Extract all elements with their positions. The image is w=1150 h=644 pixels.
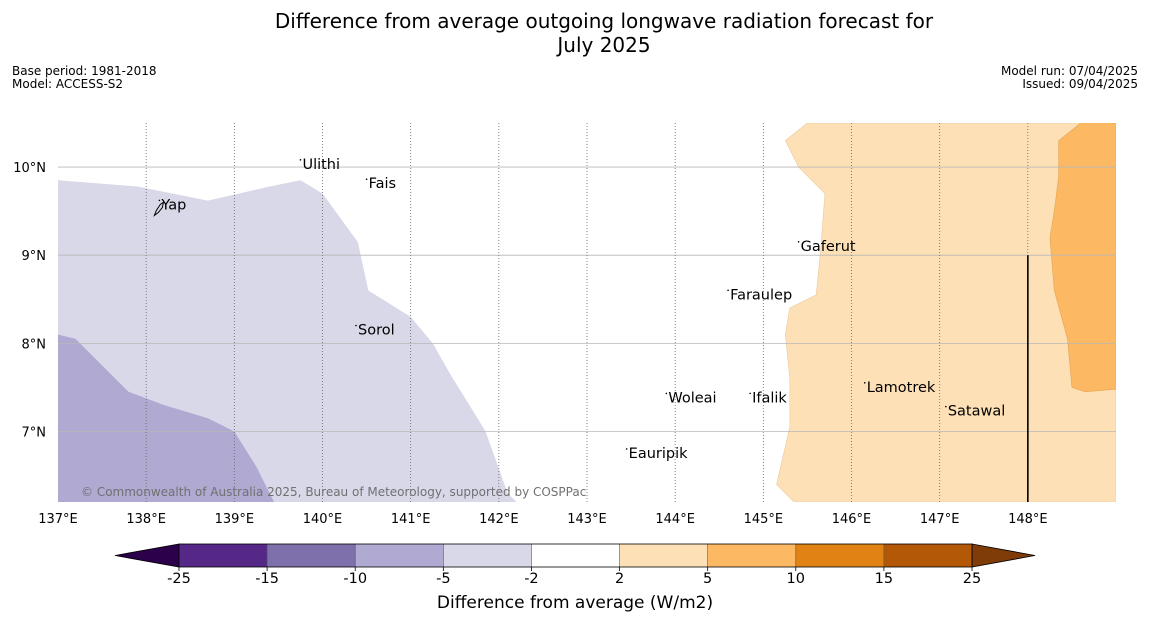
place-label: Lamotrek (867, 380, 936, 396)
colorbar-tick-label: 10 (787, 571, 805, 587)
colorbar-tick-label: 25 (963, 571, 981, 587)
anomaly-region-3 (776, 123, 1116, 502)
place-marker (665, 392, 668, 395)
meta-left: Base period: 1981-2018 Model: ACCESS-S2 (12, 65, 157, 91)
colorbar-extend-low (114, 543, 180, 568)
colorbar-tick-label: 15 (875, 571, 893, 587)
place-marker (625, 448, 628, 450)
place-marker (299, 159, 302, 161)
colorbar-label: Difference from average (W/m2) (436, 593, 714, 613)
colorbar-swatch (619, 544, 708, 567)
chart-title: Difference from average outgoing longwav… (0, 9, 1150, 57)
colorbar-swatch (355, 544, 444, 567)
title-line-2: July 2025 (557, 33, 651, 57)
title-line-1: Difference from average outgoing longwav… (274, 9, 934, 33)
place-label: Sorol (358, 323, 395, 339)
lon-tick-label: 144°E (655, 512, 695, 527)
lon-tick-label: 145°E (744, 512, 784, 527)
base-period: Base period: 1981-2018 (12, 64, 157, 78)
lon-tick-label: 141°E (391, 512, 431, 527)
colorbar-extend-high (971, 543, 1036, 568)
place-marker (797, 241, 800, 243)
lon-tick-label: 146°E (832, 512, 872, 527)
anomaly-region-2 (58, 334, 274, 502)
colorbar-tick-label: 5 (703, 571, 712, 587)
place-label: Yap (160, 197, 186, 213)
place-label: Satawal (948, 404, 1005, 420)
place-label: Gaferut (801, 239, 856, 255)
model-run: Model run: 07/04/2025 (1000, 64, 1138, 78)
meta-right: Model run: 07/04/2025 Issued: 09/04/2025 (1001, 65, 1138, 91)
colorbar-tick-label: -15 (255, 571, 279, 587)
place-label: Ulithi (302, 157, 340, 173)
colorbar-tick-label: -5 (436, 571, 450, 587)
lat-tick-label: 10°N (13, 161, 46, 176)
lon-tick-label: 137°E (38, 512, 78, 527)
place-label: Fais (369, 176, 396, 192)
place-marker (749, 392, 751, 395)
copyright-text: © Commonwealth of Australia 2025, Bureau… (81, 485, 586, 499)
lon-tick-label: 148°E (1008, 512, 1048, 527)
lat-tick-label: 7°N (22, 425, 47, 440)
colorbar-swatch (883, 544, 972, 567)
colorbar-tick-label: -10 (343, 571, 367, 587)
place-marker (945, 405, 947, 408)
lon-tick-label: 143°E (567, 512, 607, 527)
lon-tick-label: 139°E (215, 512, 255, 527)
lat-tick-label: 8°N (22, 337, 47, 352)
colorbar-swatch (443, 544, 532, 567)
place-label: Eauripik (629, 446, 688, 462)
anomaly-region-4 (1049, 123, 1116, 393)
lat-tick-label: 9°N (22, 249, 47, 264)
place-label: Ifalik (752, 390, 787, 406)
place-marker (727, 289, 729, 292)
lon-tick-label: 147°E (920, 512, 960, 527)
colorbar-tick-label: -2 (524, 571, 538, 587)
lon-tick-label: 142°E (479, 512, 519, 527)
colorbar-swatch (707, 544, 796, 567)
model-name: Model: ACCESS-S2 (12, 77, 124, 91)
colorbar-frame (178, 543, 973, 568)
colorbar-swatch (179, 544, 268, 567)
lon-tick-label: 138°E (126, 512, 166, 527)
colorbar-swatch (531, 544, 620, 567)
colorbar-swatch (795, 544, 884, 567)
place-marker (158, 199, 161, 202)
yap-island-shape (153, 201, 165, 217)
place-label: Woleai (668, 390, 716, 406)
map-plot-area: Ulithi Fais Yap Gaferut Faraulep Sorol Woleai I… (58, 123, 1116, 502)
place-marker (863, 382, 866, 384)
colorbar-tick-label: 2 (615, 571, 624, 587)
lon-tick-label: 140°E (303, 512, 343, 527)
place-marker (365, 178, 368, 181)
colorbar-tick-label: -25 (167, 571, 191, 587)
place-label: Faraulep (730, 287, 792, 303)
issued-date: Issued: 09/04/2025 (1022, 77, 1138, 91)
place-marker (355, 324, 357, 327)
colorbar-swatch (267, 544, 356, 567)
